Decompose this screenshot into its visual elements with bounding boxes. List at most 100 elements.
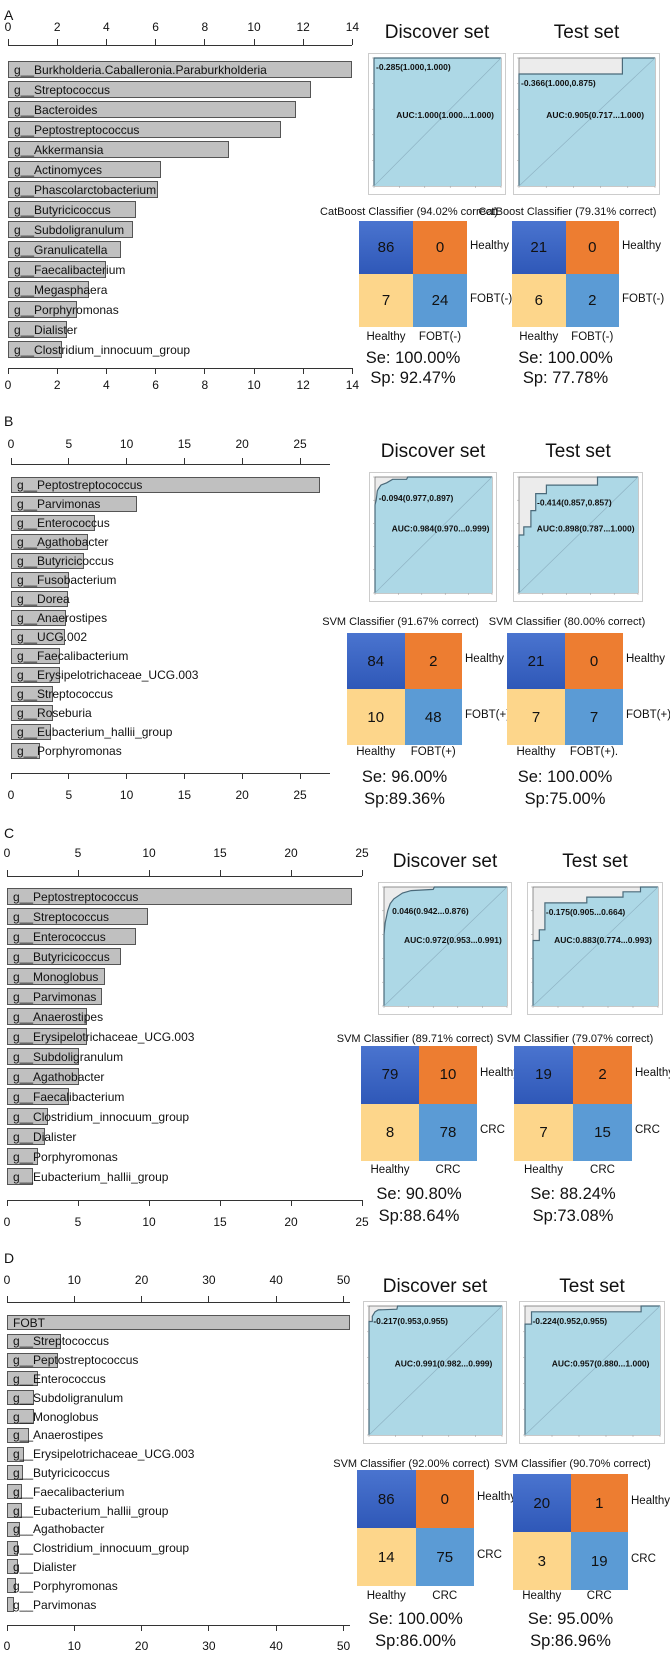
importance-bar	[8, 121, 282, 138]
importance-bar	[11, 572, 69, 588]
x-tick-label-top: 50	[336, 1273, 351, 1287]
bar-label: g__Dialister	[13, 1559, 77, 1574]
importance-bar	[7, 1108, 49, 1125]
x-tick-bottom	[68, 773, 70, 779]
importance-bar	[8, 261, 107, 278]
roc-threshold-label: -0.224(0.952,0.955)	[532, 1316, 607, 1326]
x-tick-top	[6, 1296, 8, 1302]
test-roc-chart: -0.366(1.000,0.875) AUC:0.905(0.717...1.0…	[513, 53, 660, 195]
x-tick-top	[275, 1296, 277, 1302]
x-tick-label-top: 4	[103, 20, 110, 34]
test-set-title: Test set	[562, 851, 628, 872]
specificity-value: Sp:86.00%	[375, 1632, 456, 1650]
bar-label: g__Subdoligranulum	[13, 1049, 124, 1064]
x-tick-label-bottom: 2	[53, 378, 61, 392]
specificity-value: Sp:86.96%	[530, 1632, 611, 1650]
x-tick-label-bottom: 5	[74, 1215, 82, 1229]
bar-label: g__Porphyromonas	[17, 744, 122, 758]
importance-bar	[7, 1028, 87, 1045]
x-tick-top	[126, 458, 128, 464]
x-tick-label-top: 10	[142, 846, 156, 860]
discover-classifier-title: SVM Classifier (91.67% correct)	[322, 616, 479, 628]
x-tick-label-bottom: 20	[284, 1215, 298, 1229]
roc-diagonal	[524, 1305, 661, 1436]
importance-bar	[7, 1048, 80, 1065]
confusion-cell: 0	[565, 221, 619, 274]
x-tick-label-top: 0	[3, 846, 11, 860]
bar-label: g__Erysipelotrichaceae_UCG.003	[13, 1447, 195, 1462]
bar-label: g__Dialister	[14, 322, 78, 337]
sensitivity-value: Se: 96.00%	[361, 768, 448, 786]
x-tick-top	[68, 458, 70, 464]
bar-label: FOBT	[13, 1315, 45, 1330]
roc-diagonal	[518, 476, 639, 594]
x-axis-top	[7, 1302, 350, 1303]
bar-label: g__Eubacterium_hallii_group	[17, 725, 173, 739]
x-tick-label-top: 0	[7, 437, 15, 451]
x-tick-bottom	[155, 368, 157, 374]
matrix-row-label: FOBT(-)	[622, 292, 665, 305]
confusion-cell: 75	[415, 1528, 474, 1586]
bar-label: g__UCG.002	[17, 630, 88, 644]
x-axis-bottom	[11, 773, 330, 774]
x-tick-top	[105, 39, 107, 45]
bar-label: g__Enterococcus	[13, 1371, 106, 1386]
x-tick-top	[155, 39, 157, 45]
x-tick-label-bottom: 25	[293, 788, 307, 802]
importance-bar	[7, 928, 137, 945]
x-tick-top	[253, 39, 255, 45]
discover-roc-chart: -0.285(1.000,1.000) AUC:1.000(1.000...1.0…	[368, 53, 506, 195]
importance-bar	[8, 281, 90, 298]
sensitivity-value: Se: 90.80%	[376, 1185, 462, 1203]
matrix-col-label: CRC	[586, 1590, 612, 1602]
matrix-col-label: CRC	[432, 1590, 458, 1602]
confusion-cell: 21	[512, 221, 566, 274]
test-roc-chart: -0.224(0.952,0.955) AUC:0.957(0.880...1.0…	[519, 1301, 665, 1444]
test-set-title: Test set	[559, 1276, 625, 1297]
x-tick-bottom	[343, 1625, 344, 1631]
x-axis-bottom	[7, 1625, 350, 1626]
bar-label: g__Akkermansia	[14, 142, 104, 157]
bar-label: g__Roseburia	[17, 706, 92, 720]
importance-bar	[7, 1465, 24, 1481]
confusion-cell: 7	[565, 689, 623, 745]
x-tick-bottom	[105, 368, 107, 374]
roc-auc-label: AUC:0.905(0.717...1.000)	[546, 110, 644, 120]
x-tick-label-bottom: 15	[177, 788, 192, 802]
importance-bar	[8, 221, 134, 238]
matrix-col-label: CRC	[435, 1164, 461, 1176]
x-tick-label-bottom: 0	[4, 378, 12, 392]
bar-label: g__Faecalibacterium	[17, 649, 129, 663]
matrix-row-label: Healthy	[477, 1491, 516, 1503]
x-tick-bottom	[141, 1625, 143, 1631]
bar-label: g__Agathobacter	[13, 1522, 105, 1537]
importance-bar	[11, 477, 320, 493]
importance-bar	[7, 1088, 70, 1105]
confusion-cell: 2	[404, 633, 462, 689]
bar-label: g__Megasphaera	[14, 282, 108, 297]
bar-label: g__Peptostreptococcus	[17, 478, 143, 492]
x-tick-top	[183, 458, 185, 464]
x-tick-label-top: 15	[177, 437, 192, 451]
bar-label: g__Clostridium_innocuum_group	[13, 1541, 190, 1556]
importance-bar	[7, 1068, 80, 1085]
test-classifier-title: SVM Classifier (79.07% correct)	[496, 1033, 654, 1045]
x-tick-label-bottom: 0	[3, 1639, 11, 1653]
importance-bar	[11, 743, 40, 759]
roc-diagonal	[368, 1305, 503, 1436]
matrix-col-label: Healthy	[370, 1164, 410, 1176]
x-tick-label-top: 10	[119, 437, 134, 451]
bar-label: g__Dialister	[13, 1129, 77, 1144]
test-roc-chart: -0.414(0.857,0.857) AUC:0.898(0.787...1.0…	[513, 472, 643, 602]
x-tick-label-top: 10	[67, 1273, 81, 1287]
x-tick-top	[73, 1296, 75, 1302]
bar-label: g__Porphyromonas	[13, 1149, 118, 1164]
bar-label: g__Clostridium_innocuum_group	[13, 1109, 190, 1124]
x-axis-bottom	[7, 1200, 362, 1201]
importance-bar	[8, 321, 68, 338]
confusion-cell: 48	[404, 689, 462, 745]
panel-label: C	[4, 825, 15, 841]
panel-label: D	[4, 1250, 15, 1266]
bar-label: g__Peptostreptococcus	[14, 122, 140, 137]
